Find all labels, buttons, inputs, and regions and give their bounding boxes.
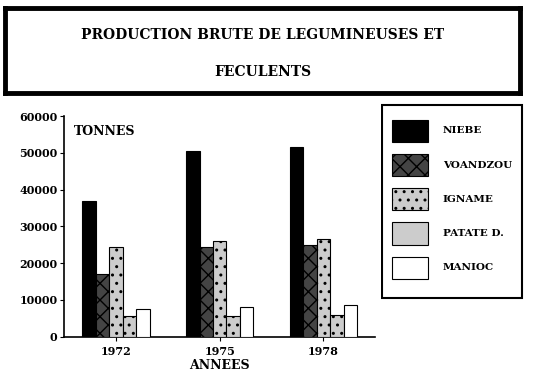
Bar: [317, 239, 330, 337]
Bar: [123, 317, 136, 337]
Bar: [186, 151, 199, 337]
Bar: [289, 147, 303, 337]
Bar: [96, 274, 109, 337]
Text: PRODUCTION BRUTE DE LEGUMINEUSES ET: PRODUCTION BRUTE DE LEGUMINEUSES ET: [81, 28, 444, 42]
Text: PATATE D.: PATATE D.: [443, 229, 504, 238]
FancyBboxPatch shape: [392, 154, 428, 176]
Bar: [303, 245, 317, 337]
FancyBboxPatch shape: [392, 223, 428, 245]
Text: VOANDZOU: VOANDZOU: [443, 161, 512, 170]
Text: TONNES: TONNES: [73, 125, 135, 138]
Text: NIEBE: NIEBE: [443, 126, 482, 135]
Bar: [199, 247, 213, 337]
X-axis label: ANNEES: ANNEES: [189, 360, 250, 373]
Text: MANIOC: MANIOC: [443, 263, 494, 272]
Bar: [136, 309, 150, 337]
FancyBboxPatch shape: [392, 120, 428, 142]
Bar: [330, 315, 344, 337]
Bar: [83, 200, 96, 337]
Bar: [213, 241, 227, 337]
FancyBboxPatch shape: [392, 257, 428, 279]
Text: IGNAME: IGNAME: [443, 195, 494, 204]
FancyBboxPatch shape: [392, 188, 428, 210]
Bar: [344, 305, 357, 337]
Bar: [240, 307, 254, 337]
Bar: [227, 317, 240, 337]
Bar: [109, 247, 123, 337]
Text: FECULENTS: FECULENTS: [214, 65, 311, 79]
